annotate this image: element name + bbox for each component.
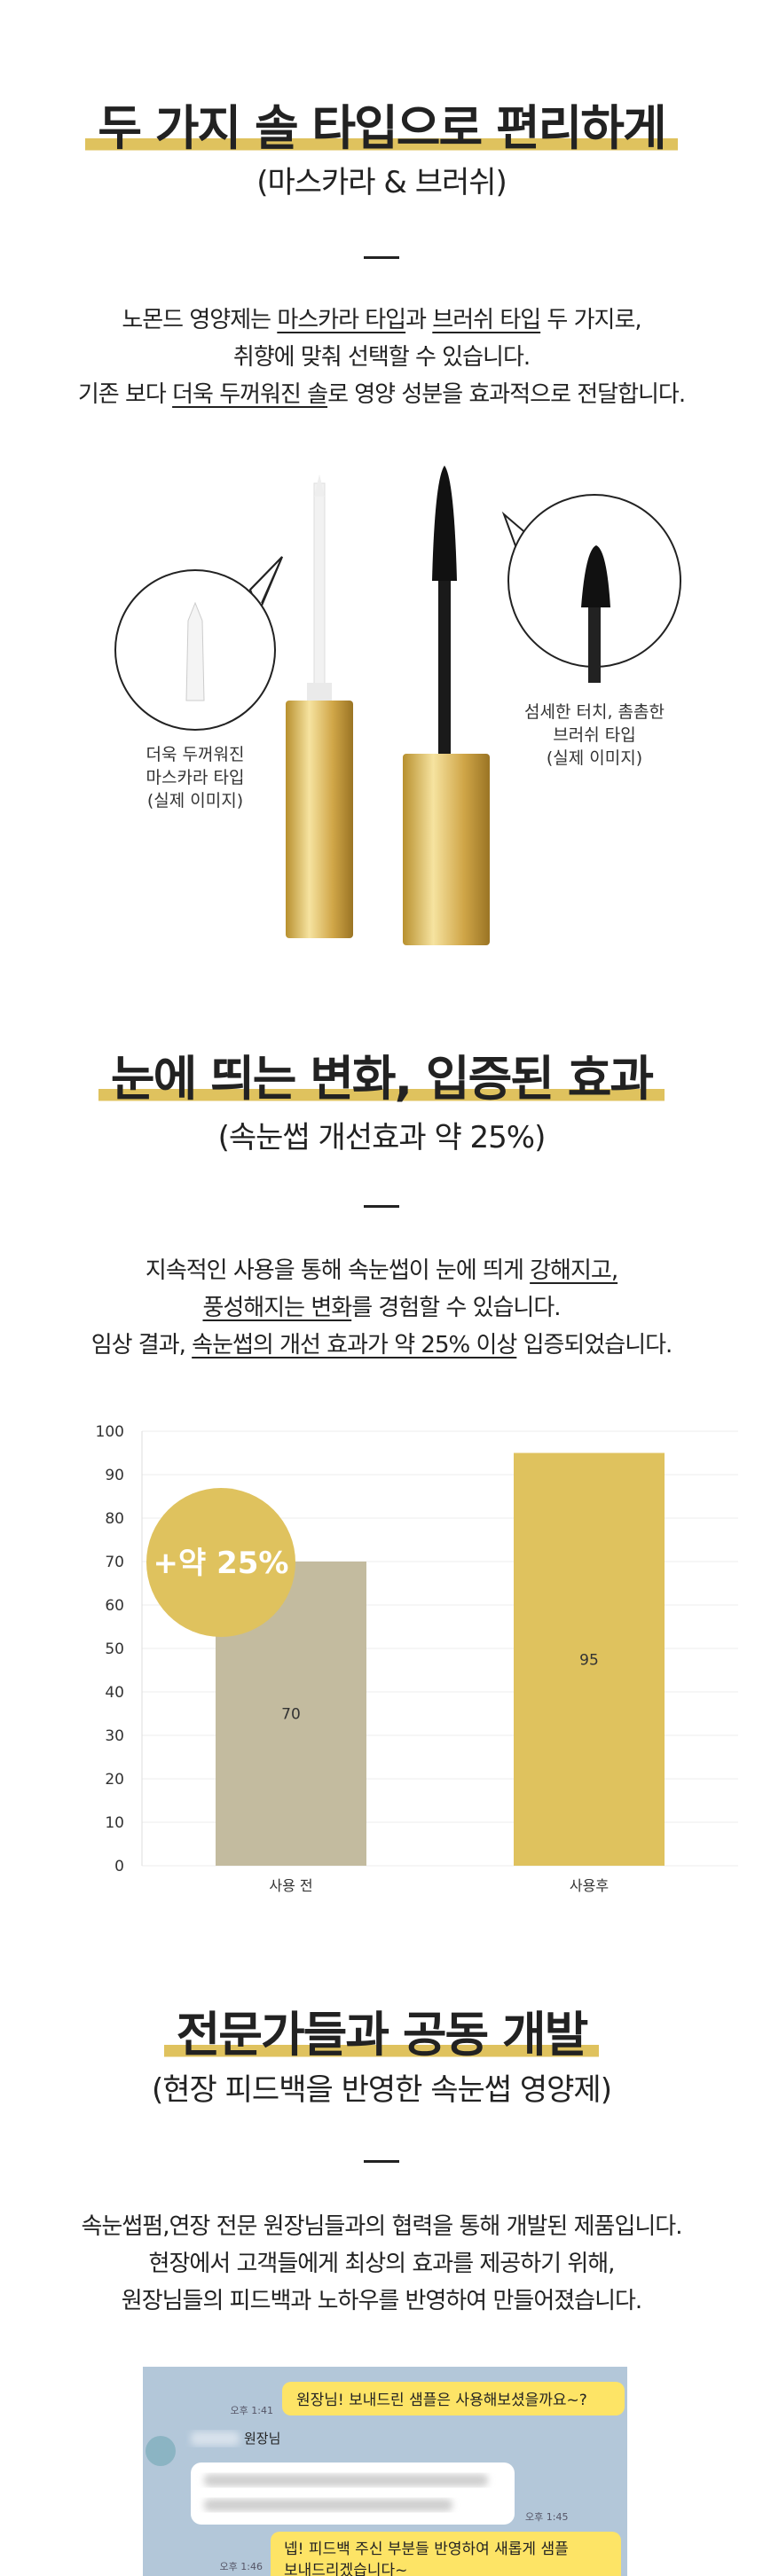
text: 노몬드 영양제는 — [122, 307, 278, 333]
text: 취향에 맞춰 선택할 수 있습니다. — [232, 344, 531, 371]
underlined-text: 더욱 두꺼워진 솔 — [172, 381, 328, 408]
chat-time: 오후 1:46 — [220, 2561, 263, 2572]
text: 과 — [405, 307, 433, 333]
underlined-text: 마스카라 타입 — [277, 307, 406, 333]
text: 임상 결과, — [90, 1332, 193, 1358]
text: 현장에서 고객들에게 최상의 효과를 제공하기 위해, — [148, 2251, 616, 2277]
caption-line: 마스카라 타입 — [146, 768, 245, 787]
divider — [364, 2160, 399, 2163]
bar — [514, 1452, 665, 1866]
text: 두 가지로, — [540, 307, 641, 333]
chat-time: 오후 1:41 — [231, 2405, 273, 2416]
text: 속눈썹펌,연장 전문 원장님들과의 협력을 통해 개발된 제품입니다. — [81, 2213, 683, 2240]
y-tick-label: 20 — [105, 1771, 124, 1789]
y-tick-label: 50 — [105, 1640, 124, 1658]
y-tick-label: 70 — [105, 1554, 124, 1571]
x-tick-label: 사용후 — [570, 1877, 609, 1894]
caption-line: (실제 이미지) — [546, 748, 643, 768]
section-title: 두 가지 솔 타입으로 편리하게 — [0, 89, 763, 159]
annotation-text: +약 25% — [153, 1546, 289, 1581]
product-image — [114, 466, 681, 945]
paragraph-line: 속눈썹펌,연장 전문 원장님들과의 협력을 통해 개발된 제품입니다. — [0, 2208, 763, 2245]
title-text: 두 가지 솔 타입으로 편리하게 — [85, 100, 678, 156]
y-tick-label: 0 — [114, 1858, 124, 1875]
paragraph-line: 노몬드 영양제는 마스카라 타입과 브러쉬 타입 두 가지로, — [0, 301, 763, 339]
chat-screenshot — [143, 2367, 627, 2576]
y-tick-label: 100 — [96, 1423, 124, 1441]
paragraph: 지속적인 사용을 통해 속눈썹이 눈에 띄게 강해지고, 풍성해지는 변화를 경험… — [0, 1252, 763, 1364]
caption-line: 브러쉬 타입 — [553, 725, 636, 745]
underlined-text: 속눈썹의 개선 효과가 약 25% 이상 — [192, 1332, 517, 1358]
divider — [364, 1205, 399, 1208]
divider — [364, 256, 399, 259]
text: 원장님들의 피드백과 노하우를 반영하여 만들어졌습니다. — [121, 2288, 642, 2314]
paragraph-line: 지속적인 사용을 통해 속눈썹이 눈에 띄게 강해지고, — [0, 1252, 763, 1289]
bar-value-label: 70 — [281, 1706, 301, 1724]
section-subtitle: (속눈썹 개선효과 약 25%) — [217, 1120, 547, 1155]
text: 입증되었습니다. — [516, 1332, 673, 1358]
paragraph-line: 기존 보다 더욱 두꺼워진 솔로 영양 성분을 효과적으로 전달합니다. — [0, 376, 763, 413]
caption-line: 섬세한 터치, 촘촘한 — [524, 702, 665, 722]
annotation-badge — [146, 1488, 295, 1637]
chat-message: 원장님! 보내드린 샘플은 사용해보셨을까요~? — [296, 2392, 587, 2409]
underlined-text: 브러쉬 타입 — [432, 307, 541, 333]
paragraph-line: 원장님들의 피드백과 노하우를 반영하여 만들어졌습니다. — [0, 2282, 763, 2320]
title-text: 전문가들과 공동 개발 — [163, 2007, 600, 2063]
bar-chart: 0 10 20 30 40 50 60 70 80 90 100 70 사용 전 95 사용후 +약 25% — [96, 1423, 738, 1894]
y-tick-label: 80 — [105, 1510, 124, 1528]
y-tick-label: 30 — [105, 1727, 124, 1745]
underlined-text: 풍성해지는 변화 — [202, 1295, 352, 1321]
paragraph-line: 취향에 맞춰 선택할 수 있습니다. — [0, 339, 763, 376]
text: 를 경험할 수 있습니다. — [351, 1295, 561, 1321]
section-title: 전문가들과 공동 개발 — [0, 1995, 763, 2065]
paragraph-line: 풍성해지는 변화를 경험할 수 있습니다. — [0, 1289, 763, 1327]
caption-line: 더욱 두꺼워진 — [146, 745, 245, 764]
chat-message: 넵! 피드백 주신 부분들 반영하여 새롭게 샘플 보내드리겠습니다~ — [284, 2541, 569, 2576]
paragraph-line: 임상 결과, 속눈썹의 개선 효과가 약 25% 이상 입증되었습니다. — [0, 1327, 763, 1364]
chat-name: 원장님 — [244, 2431, 280, 2447]
paragraph-line: 현장에서 고객들에게 최상의 효과를 제공하기 위해, — [0, 2245, 763, 2282]
x-tick-label: 사용 전 — [269, 1877, 312, 1894]
caption-line: (실제 이미지) — [146, 791, 244, 810]
section-subtitle: (마스카라 & 브러쉬) — [256, 165, 507, 200]
underlined-text: 강해지고, — [530, 1257, 618, 1284]
chat-time: 오후 1:45 — [525, 2511, 568, 2523]
section-title: 눈에 띄는 변화, 입증된 효과 — [0, 1039, 763, 1109]
bar-value-label: 95 — [579, 1651, 599, 1669]
title-text: 눈에 띄는 변화, 입증된 효과 — [98, 1051, 665, 1107]
y-tick-label: 10 — [105, 1814, 124, 1832]
y-tick-label: 90 — [105, 1467, 124, 1484]
text: 지속적인 사용을 통해 속눈썹이 눈에 띄게 — [145, 1257, 531, 1284]
paragraph: 노몬드 영양제는 마스카라 타입과 브러쉬 타입 두 가지로, 취향에 맞춰 선택… — [0, 301, 763, 413]
paragraph: 속눈썹펌,연장 전문 원장님들과의 협력을 통해 개발된 제품입니다. 현장에서 … — [0, 2208, 763, 2320]
text: 기존 보다 — [77, 381, 173, 408]
section-subtitle: (현장 피드백을 반영한 속눈썹 영양제) — [152, 2072, 612, 2108]
text: 로 영양 성분을 효과적으로 전달합니다. — [327, 381, 686, 408]
y-tick-label: 60 — [105, 1597, 124, 1615]
y-tick-label: 40 — [105, 1684, 124, 1702]
